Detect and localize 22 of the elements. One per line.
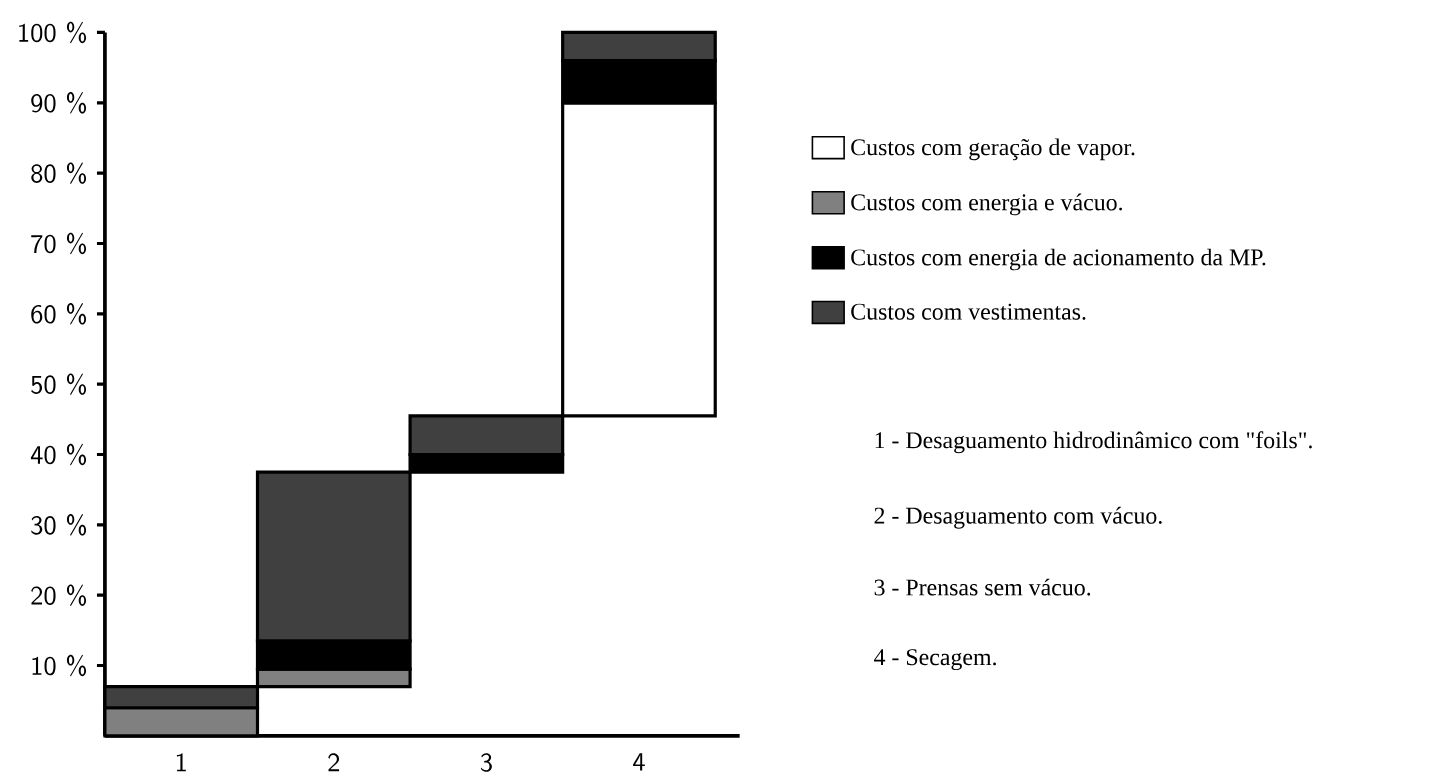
y-tick-label: 30 %: [31, 514, 87, 536]
y-tick-label: 10 %: [32, 654, 87, 677]
x-tick-label: 2: [328, 753, 340, 772]
y-tick-label: 70 %: [31, 232, 87, 255]
y-tick-label: 100 %: [19, 21, 87, 44]
y-tick-label: 60 %: [31, 303, 87, 325]
x-tick-label: 1: [176, 753, 186, 772]
legend-label: Custos com vestimentas.: [851, 303, 1086, 320]
x-tick-label: 3: [480, 753, 492, 772]
y-tick-label: 50 %: [31, 373, 87, 395]
text: 2 - Desaguamento com vácuo.: [874, 506, 1162, 529]
y-tick-label: 20 %: [31, 584, 87, 606]
y-tick-label: 90 %: [31, 92, 87, 114]
text: 3 - Prensas sem vácuo.: [874, 578, 1091, 596]
y-tick-label: 40 %: [30, 443, 87, 466]
text: 4 - Secagem.: [874, 649, 996, 671]
legend-label: Custos com geração de vapor.: [851, 138, 1135, 161]
x-tick-label: 4: [633, 753, 645, 771]
y-tick-label: 80 %: [31, 162, 87, 184]
legend-label: Custos com energia e vácuo.: [851, 193, 1123, 216]
legend-label: Custos com energia de acionamento da MP.: [851, 248, 1266, 271]
text: 1 - Desaguamento hidrodinâmico com "foils".: [875, 431, 1312, 454]
